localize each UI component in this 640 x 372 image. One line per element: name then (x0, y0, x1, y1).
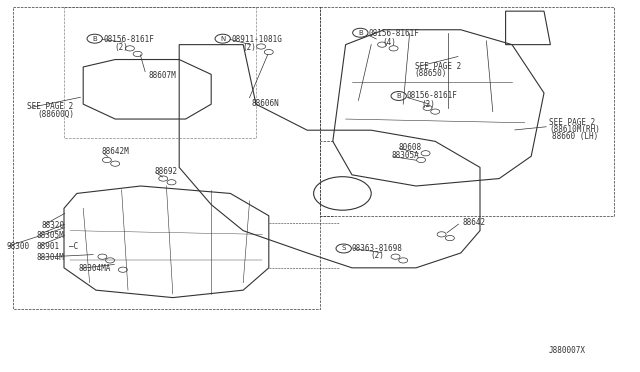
Text: SEE PAGE 2: SEE PAGE 2 (549, 118, 595, 126)
Text: 88606N: 88606N (252, 99, 279, 108)
Text: 88305M: 88305M (36, 231, 64, 240)
Text: 08911-1081G: 08911-1081G (232, 35, 282, 44)
Text: (88600Q): (88600Q) (37, 110, 74, 119)
Text: 88692: 88692 (155, 167, 178, 176)
Text: (2): (2) (370, 251, 384, 260)
Text: 98300: 98300 (6, 242, 29, 251)
Text: (88610M(RH): (88610M(RH) (549, 125, 600, 134)
Text: 88304MA: 88304MA (78, 264, 111, 273)
Text: 08363-81698: 08363-81698 (352, 244, 403, 253)
Text: 08156-8161F: 08156-8161F (104, 35, 154, 44)
Text: 88304M: 88304M (36, 253, 64, 262)
Text: S: S (342, 246, 346, 251)
Text: N: N (220, 36, 225, 42)
Text: 88320: 88320 (42, 221, 65, 230)
Text: 88642: 88642 (462, 218, 485, 227)
Text: J880007X: J880007X (549, 346, 586, 355)
Text: 88305A: 88305A (392, 151, 419, 160)
Text: (2): (2) (421, 100, 435, 109)
Text: (88650): (88650) (415, 69, 447, 78)
Text: SEE PAGE 2: SEE PAGE 2 (27, 102, 73, 111)
Text: (4): (4) (383, 38, 397, 46)
Text: B: B (396, 93, 401, 99)
Text: 08156-8161F: 08156-8161F (369, 29, 419, 38)
Text: (2): (2) (242, 43, 256, 52)
Text: 80608: 80608 (398, 143, 421, 152)
Text: B: B (92, 36, 97, 42)
Text: 88607M: 88607M (148, 71, 176, 80)
Text: 88901: 88901 (36, 242, 60, 251)
Text: —C: —C (69, 242, 78, 251)
Text: 88660 (LH): 88660 (LH) (552, 132, 598, 141)
Text: B: B (358, 30, 363, 36)
Text: 88642M: 88642M (101, 147, 129, 156)
Text: 08156-8161F: 08156-8161F (406, 92, 457, 100)
Text: (2): (2) (114, 43, 128, 52)
Text: SEE PAGE 2: SEE PAGE 2 (415, 62, 461, 71)
